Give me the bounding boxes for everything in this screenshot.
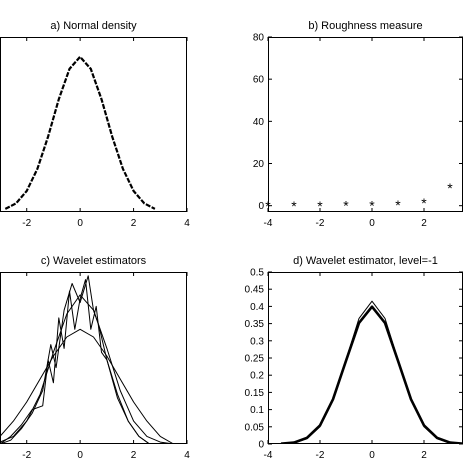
y-tick-label: 20 xyxy=(253,159,265,170)
x-tick-label: 4 xyxy=(184,218,190,229)
plot-frame xyxy=(0,272,187,444)
scatter-point: * xyxy=(265,198,271,214)
panel-d: d) Wavelet estimator, level=-1 -4 -2 0 2 0 0.0… xyxy=(245,255,463,461)
y-tick-label: 0.3 xyxy=(250,336,264,347)
x-tick-label: 0 xyxy=(77,218,83,229)
x-tick-label: 2 xyxy=(131,218,137,229)
plot-frame xyxy=(0,37,187,212)
chart-title: a) Normal density xyxy=(50,20,137,32)
x-tick-label: -2 xyxy=(316,450,325,461)
x-tick-label: 0 xyxy=(369,218,375,229)
scatter-point: * xyxy=(343,198,349,214)
y-tick-label: 40 xyxy=(253,117,265,128)
x-tick-label: 4 xyxy=(184,450,190,461)
series-line-1 xyxy=(280,300,463,444)
chart-title: b) Roughness measure xyxy=(308,20,422,32)
scatter-point: * xyxy=(447,180,453,196)
y-tick-label: 0.15 xyxy=(245,388,265,399)
x-tick-label: -4 xyxy=(264,450,273,461)
x-tick-label: -2 xyxy=(22,218,31,229)
scatter-point: * xyxy=(291,198,297,214)
x-tick-label: 2 xyxy=(131,450,137,461)
x-tick-label: 0 xyxy=(77,450,83,461)
scatter-point: * xyxy=(369,197,375,213)
panel-c: c) Wavelet estimators -2 0 2 4 xyxy=(0,255,190,461)
x-tick-label: 2 xyxy=(421,218,427,229)
plot-frame xyxy=(268,272,463,444)
y-tick-label: 0.35 xyxy=(245,319,265,330)
series-line-3 xyxy=(0,275,161,444)
y-tick-label: 0.25 xyxy=(245,354,265,365)
y-tick-label: 80 xyxy=(253,33,265,44)
x-tick-label: 2 xyxy=(421,450,427,461)
series-line-1 xyxy=(0,294,174,444)
scatter-point: * xyxy=(421,195,427,211)
series-line-0 xyxy=(280,305,463,444)
chart-title: d) Wavelet estimator, level=-1 xyxy=(293,255,438,267)
y-tick-label: 0.05 xyxy=(245,422,265,433)
series-line-2 xyxy=(0,279,161,444)
scatter-point: * xyxy=(395,197,401,213)
x-tick-label: -4 xyxy=(264,218,273,229)
y-tick-label: 0 xyxy=(258,201,264,212)
series-line-0 xyxy=(0,328,174,444)
y-tick-label: 0.1 xyxy=(250,405,264,416)
chart-title: c) Wavelet estimators xyxy=(41,255,147,267)
x-tick-label: 0 xyxy=(369,450,375,461)
plot-frame xyxy=(268,37,463,212)
series-line-0 xyxy=(4,55,156,210)
y-tick-label: 0.2 xyxy=(250,371,264,382)
y-tick-label: 60 xyxy=(253,75,265,86)
x-tick-label: -2 xyxy=(316,218,325,229)
y-tick-label: 0 xyxy=(258,440,264,451)
panel-a: a) Normal density -2 0 2 4 xyxy=(0,20,190,229)
y-tick-label: 0.45 xyxy=(245,285,265,296)
y-tick-label: 0.5 xyxy=(250,268,264,279)
scatter-point: * xyxy=(317,198,323,214)
x-tick-label: -2 xyxy=(22,450,31,461)
y-tick-label: 0.4 xyxy=(250,302,264,313)
